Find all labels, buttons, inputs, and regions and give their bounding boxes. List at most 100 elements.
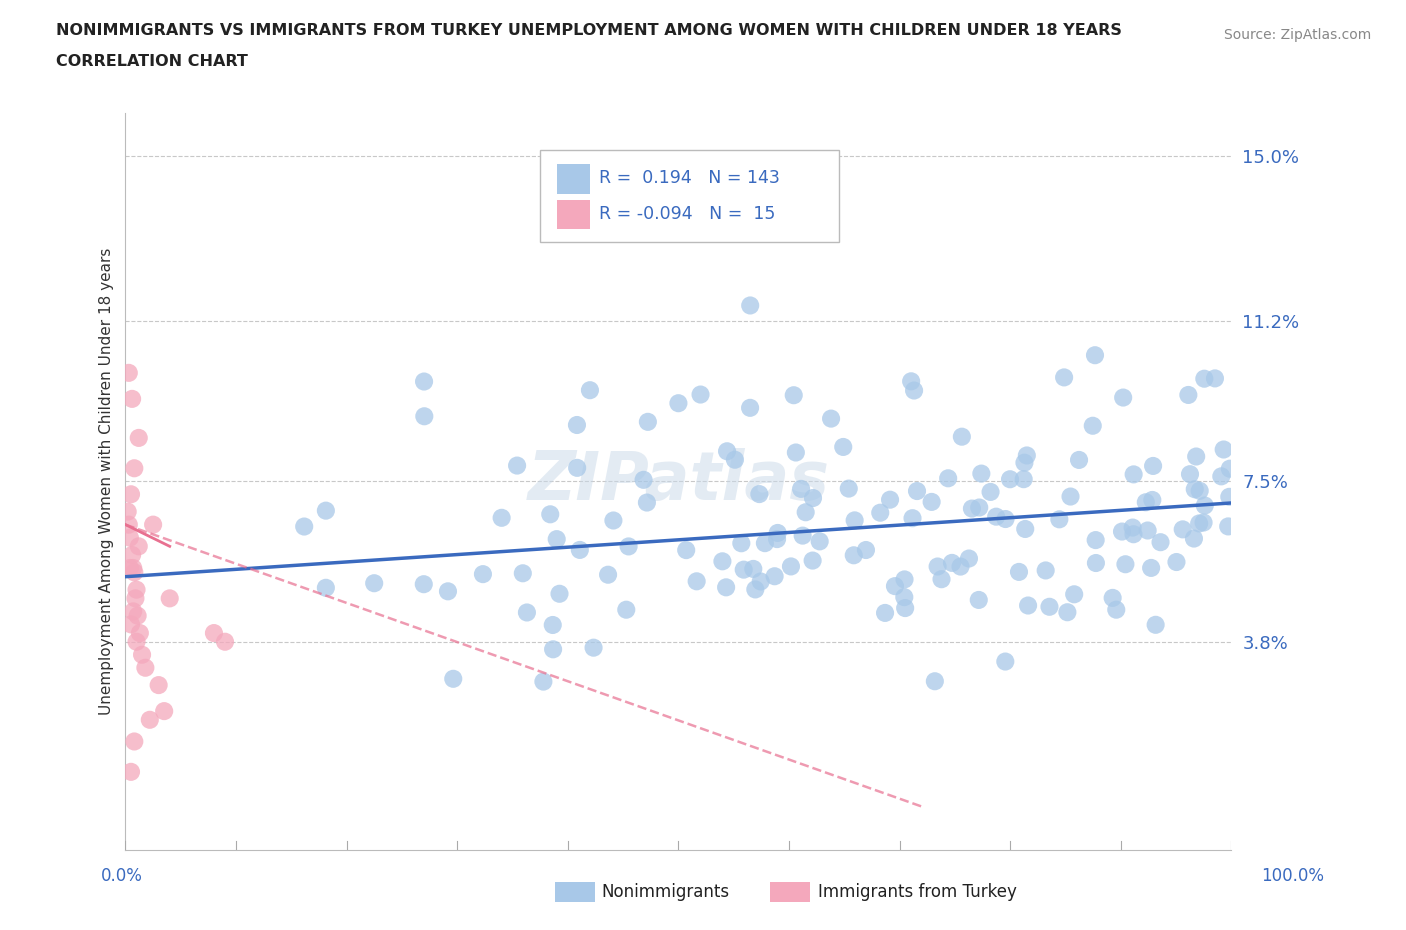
Point [1192,515,1215,530]
Point [582,640,605,655]
Point [733,563,755,578]
Point [1038,599,1060,614]
Point [120,764,142,779]
Point [1122,526,1144,541]
Point [994,654,1017,669]
Point [1008,565,1031,579]
Point [292,519,315,534]
Point [1112,390,1135,405]
Point [120,486,142,501]
Point [1177,388,1199,403]
Point [1122,467,1144,482]
Point [855,542,877,557]
Point [471,566,494,581]
Point [506,458,529,473]
Point [986,510,1008,525]
Text: R =  0.194   N = 143: R = 0.194 N = 143 [599,168,780,187]
Point [617,539,640,554]
Point [1178,467,1201,482]
Point [1135,495,1157,510]
Point [832,440,855,455]
Point [738,401,761,416]
Point [1105,603,1128,618]
Point [742,562,765,577]
Point [118,365,141,380]
Point [685,574,707,589]
Point [139,712,162,727]
Point [1188,484,1211,498]
Point [927,559,949,574]
Point [491,511,513,525]
Point [970,466,993,481]
Point [122,604,145,618]
Point [740,298,762,312]
Point [931,572,953,587]
Point [1084,348,1107,363]
Point [117,504,139,519]
Point [838,481,860,496]
Point [531,674,554,689]
Point [602,513,624,528]
Point [900,374,922,389]
Point [437,584,460,599]
Text: ZIPatlas: ZIPatlas [527,448,830,514]
Point [921,495,943,510]
Point [766,532,789,547]
Point [790,482,813,497]
Point [842,548,865,563]
Point [711,554,734,569]
FancyBboxPatch shape [557,200,591,229]
Point [1114,557,1136,572]
Point [941,555,963,570]
Point [124,565,146,579]
Point [766,525,789,540]
Point [1185,449,1208,464]
Point [1194,371,1216,386]
Point [980,485,1002,499]
Point [127,608,149,623]
Point [808,534,831,549]
Point [128,431,150,445]
Point [118,530,141,545]
Point [1136,523,1159,538]
Point [820,411,842,426]
Point [512,565,534,580]
Point [744,582,766,597]
Point [124,591,146,605]
FancyBboxPatch shape [540,150,839,242]
Point [214,634,236,649]
Point [1084,533,1107,548]
Text: Nonimmigrants: Nonimmigrants [602,883,730,901]
Point [749,574,772,589]
Point [1059,489,1081,504]
Text: 100.0%: 100.0% [1261,867,1324,884]
Point [893,590,915,604]
Point [538,507,561,522]
Point [134,660,156,675]
Point [1047,512,1070,526]
Point [894,601,917,616]
Point [901,511,924,525]
Point [748,486,770,501]
Point [118,517,141,532]
Point [121,392,143,406]
Point [801,553,824,568]
Point [957,551,980,566]
Point [142,517,165,532]
Point [949,559,972,574]
Point [124,461,146,476]
Point [118,561,141,576]
Point [1218,489,1240,504]
Point [785,445,807,460]
Point [936,471,959,485]
Point [1111,525,1133,539]
Point [1063,587,1085,602]
Point [541,618,564,632]
Point [579,383,602,398]
Point [1144,618,1167,632]
Text: Immigrants from Turkey: Immigrants from Turkey [818,883,1017,901]
Point [565,460,588,475]
Point [1084,555,1107,570]
Point [792,528,814,543]
Point [412,577,434,591]
